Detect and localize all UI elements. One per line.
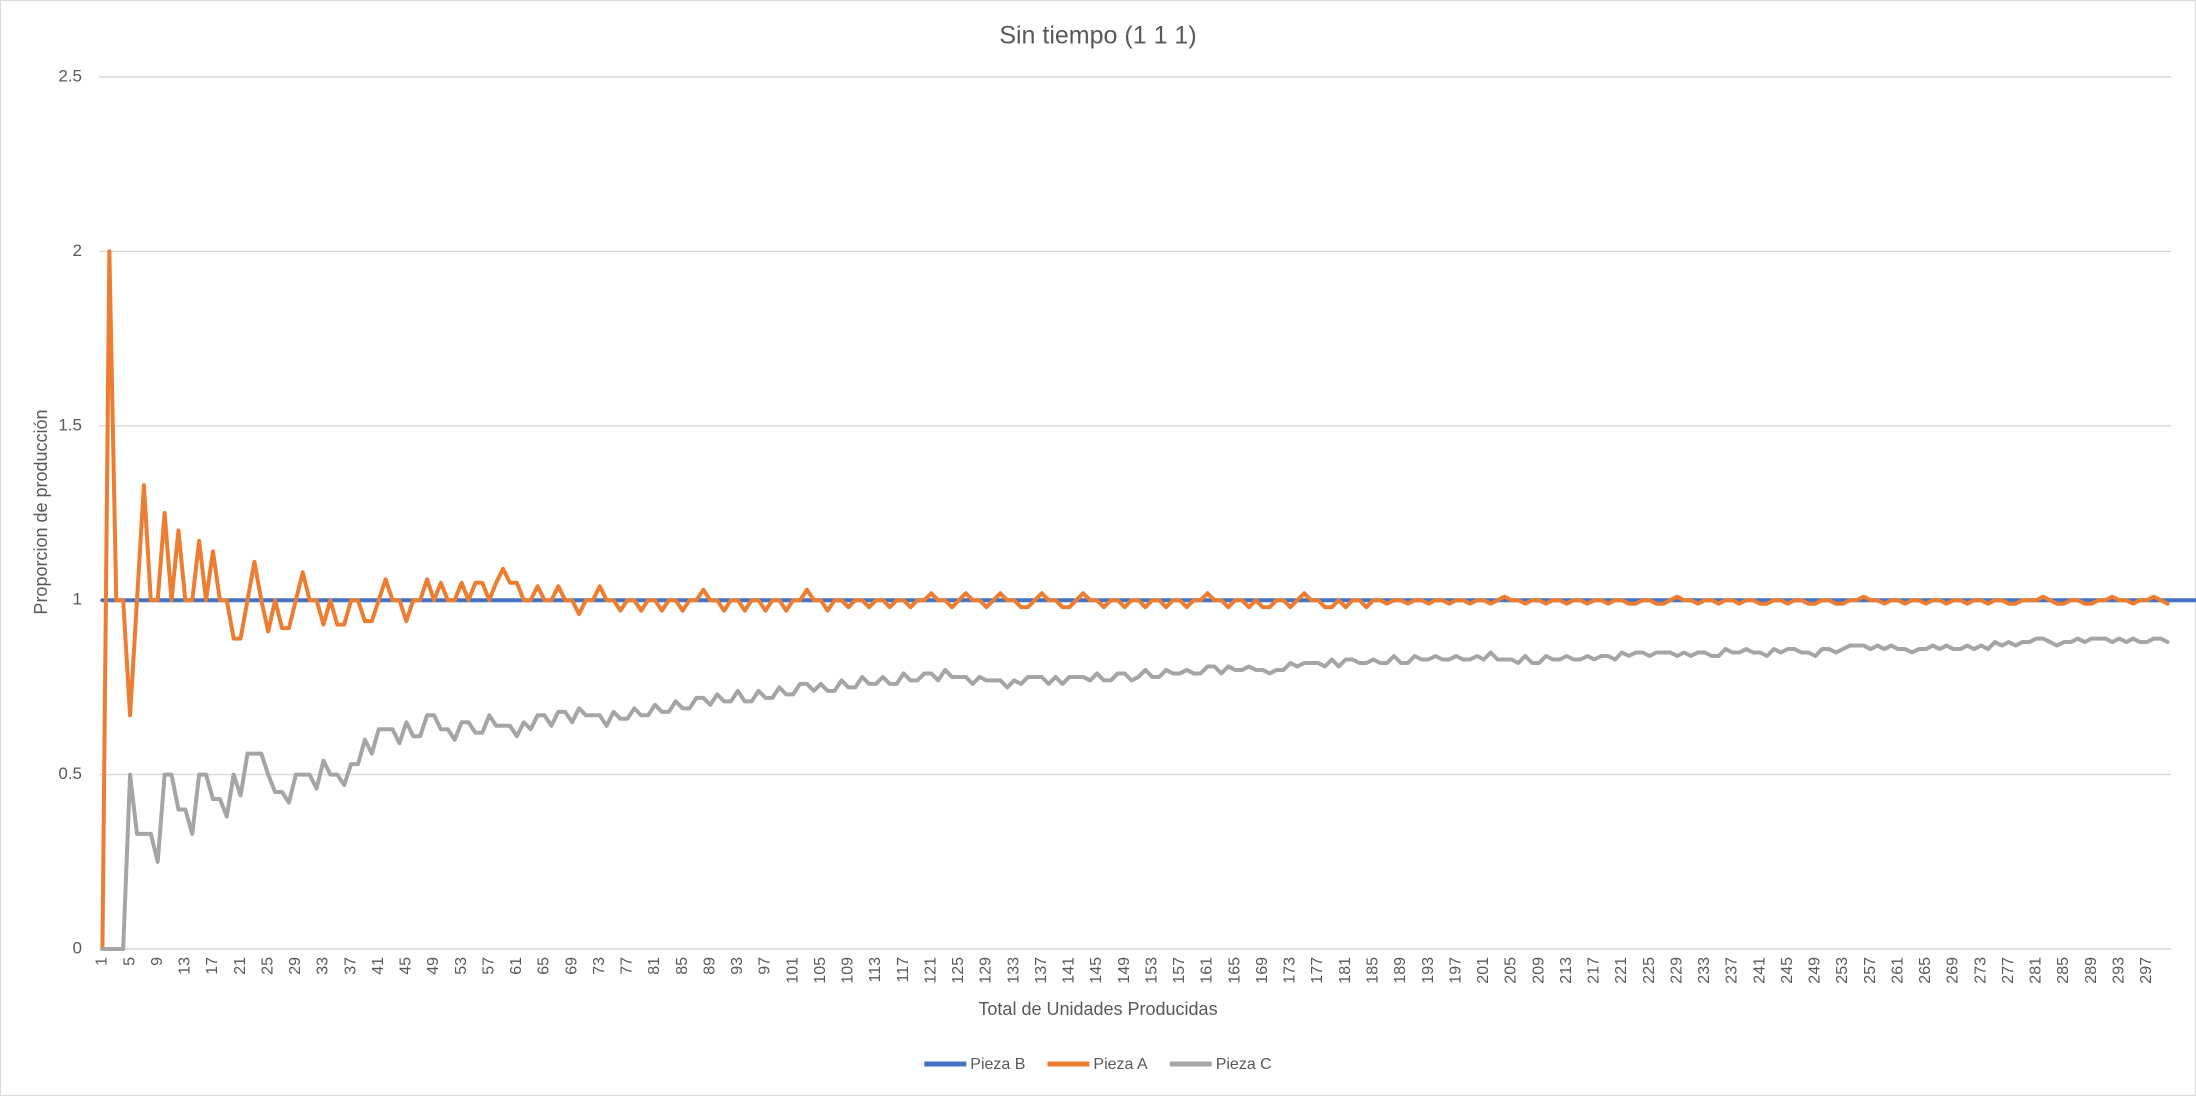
x-tick-label: 101 — [784, 957, 801, 984]
x-tick-label: 85 — [674, 957, 691, 975]
x-tick-label: 277 — [2000, 957, 2017, 984]
x-tick-label: 65 — [536, 957, 553, 975]
y-tick-label: 2.5 — [58, 66, 82, 85]
x-tick-label: 145 — [1088, 957, 1105, 984]
x-tick-label: 297 — [2138, 957, 2155, 984]
x-tick-label: 293 — [2110, 957, 2127, 984]
x-tick-label: 173 — [1282, 957, 1299, 984]
legend-label: Pieza B — [970, 1056, 1025, 1073]
x-tick-label: 241 — [1751, 957, 1768, 984]
x-tick-label: 133 — [1005, 957, 1022, 984]
x-tick-label: 265 — [1917, 957, 1934, 984]
x-tick-label: 237 — [1724, 957, 1741, 984]
x-tick-label: 5 — [121, 957, 138, 966]
x-tick-label: 1 — [94, 957, 111, 966]
x-tick-label: 281 — [2028, 957, 2045, 984]
x-tick-label: 233 — [1696, 957, 1713, 984]
x-tick-label: 225 — [1641, 957, 1658, 984]
x-tick-label: 257 — [1862, 957, 1879, 984]
x-tick-label: 45 — [398, 957, 415, 975]
y-tick-label: 0.5 — [58, 764, 82, 783]
x-tick-label: 57 — [480, 957, 497, 975]
x-tick-label: 269 — [1945, 957, 1962, 984]
x-tick-label: 229 — [1668, 957, 1685, 984]
x-tick-label: 153 — [1143, 957, 1160, 984]
y-axis-title: Proporcion de producción — [31, 409, 51, 614]
chart-title: Sin tiempo (1 1 1) — [999, 22, 1196, 50]
x-tick-label: 17 — [204, 957, 221, 975]
x-tick-label: 221 — [1613, 957, 1630, 984]
x-tick-label: 21 — [232, 957, 249, 975]
x-tick-label: 253 — [1834, 957, 1851, 984]
y-tick-label: 1.5 — [58, 415, 82, 434]
x-tick-label: 29 — [287, 957, 304, 975]
x-tick-label: 97 — [757, 957, 774, 975]
x-tick-label: 177 — [1309, 957, 1326, 984]
x-tick-label: 69 — [563, 957, 580, 975]
x-tick-label: 249 — [1807, 957, 1824, 984]
legend: Pieza B Pieza A Pieza C — [924, 1056, 1272, 1073]
x-tick-label: 89 — [701, 957, 718, 975]
x-tick-label: 169 — [1254, 957, 1271, 984]
x-tick-label: 141 — [1061, 957, 1078, 984]
x-tick-label: 93 — [729, 957, 746, 975]
x-tick-label: 197 — [1447, 957, 1464, 984]
x-tick-label: 33 — [315, 957, 332, 975]
x-tick-label: 13 — [177, 957, 194, 975]
x-tick-label: 9 — [149, 957, 166, 966]
x-tick-label: 189 — [1392, 957, 1409, 984]
x-tick-label: 149 — [1116, 957, 1133, 984]
y-tick-label: 2 — [73, 241, 82, 260]
x-tick-label: 25 — [259, 957, 276, 975]
x-tick-label: 193 — [1420, 957, 1437, 984]
x-tick-label: 129 — [978, 957, 995, 984]
x-tick-label: 289 — [2083, 957, 2100, 984]
x-tick-label: 53 — [453, 957, 470, 975]
x-tick-label: 201 — [1475, 957, 1492, 984]
x-tick-label: 245 — [1779, 957, 1796, 984]
x-tick-label: 105 — [812, 957, 829, 984]
x-tick-label: 165 — [1226, 957, 1243, 984]
y-tick-label: 1 — [73, 590, 82, 609]
x-tick-label: 261 — [1889, 957, 1906, 984]
x-tick-label: 113 — [867, 957, 884, 983]
x-tick-label: 161 — [1199, 957, 1216, 984]
x-tick-label: 117 — [895, 957, 912, 983]
x-tick-label: 49 — [425, 957, 442, 975]
x-tick-label: 185 — [1364, 957, 1381, 984]
x-tick-label: 157 — [1171, 957, 1188, 984]
x-tick-label: 61 — [508, 957, 525, 975]
x-axis-title: Total de Unidades Producidas — [978, 999, 1217, 1019]
y-tick-label: 0 — [73, 938, 82, 957]
legend-label: Pieza C — [1216, 1056, 1272, 1073]
series-line — [100, 249, 2170, 951]
x-tick-label: 217 — [1586, 957, 1603, 984]
x-tick-label: 273 — [1972, 957, 1989, 984]
x-tick-label: 121 — [922, 957, 939, 984]
x-tick-label: 137 — [1033, 957, 1050, 984]
x-tick-label: 213 — [1558, 957, 1575, 984]
x-tick-label: 205 — [1503, 957, 1520, 984]
x-tick-label: 41 — [370, 957, 387, 975]
x-tick-label: 209 — [1530, 957, 1547, 984]
x-tick-label: 109 — [840, 957, 857, 984]
x-tick-label: 125 — [950, 957, 967, 984]
series-line — [100, 636, 2170, 951]
legend-label: Pieza A — [1093, 1056, 1148, 1073]
x-tick-label: 285 — [2055, 957, 2072, 984]
x-tick-label: 181 — [1337, 957, 1354, 984]
x-tick-label: 73 — [591, 957, 608, 975]
x-tick-label: 81 — [646, 957, 663, 975]
x-tick-label: 37 — [342, 957, 359, 975]
x-tick-label: 77 — [619, 957, 636, 975]
